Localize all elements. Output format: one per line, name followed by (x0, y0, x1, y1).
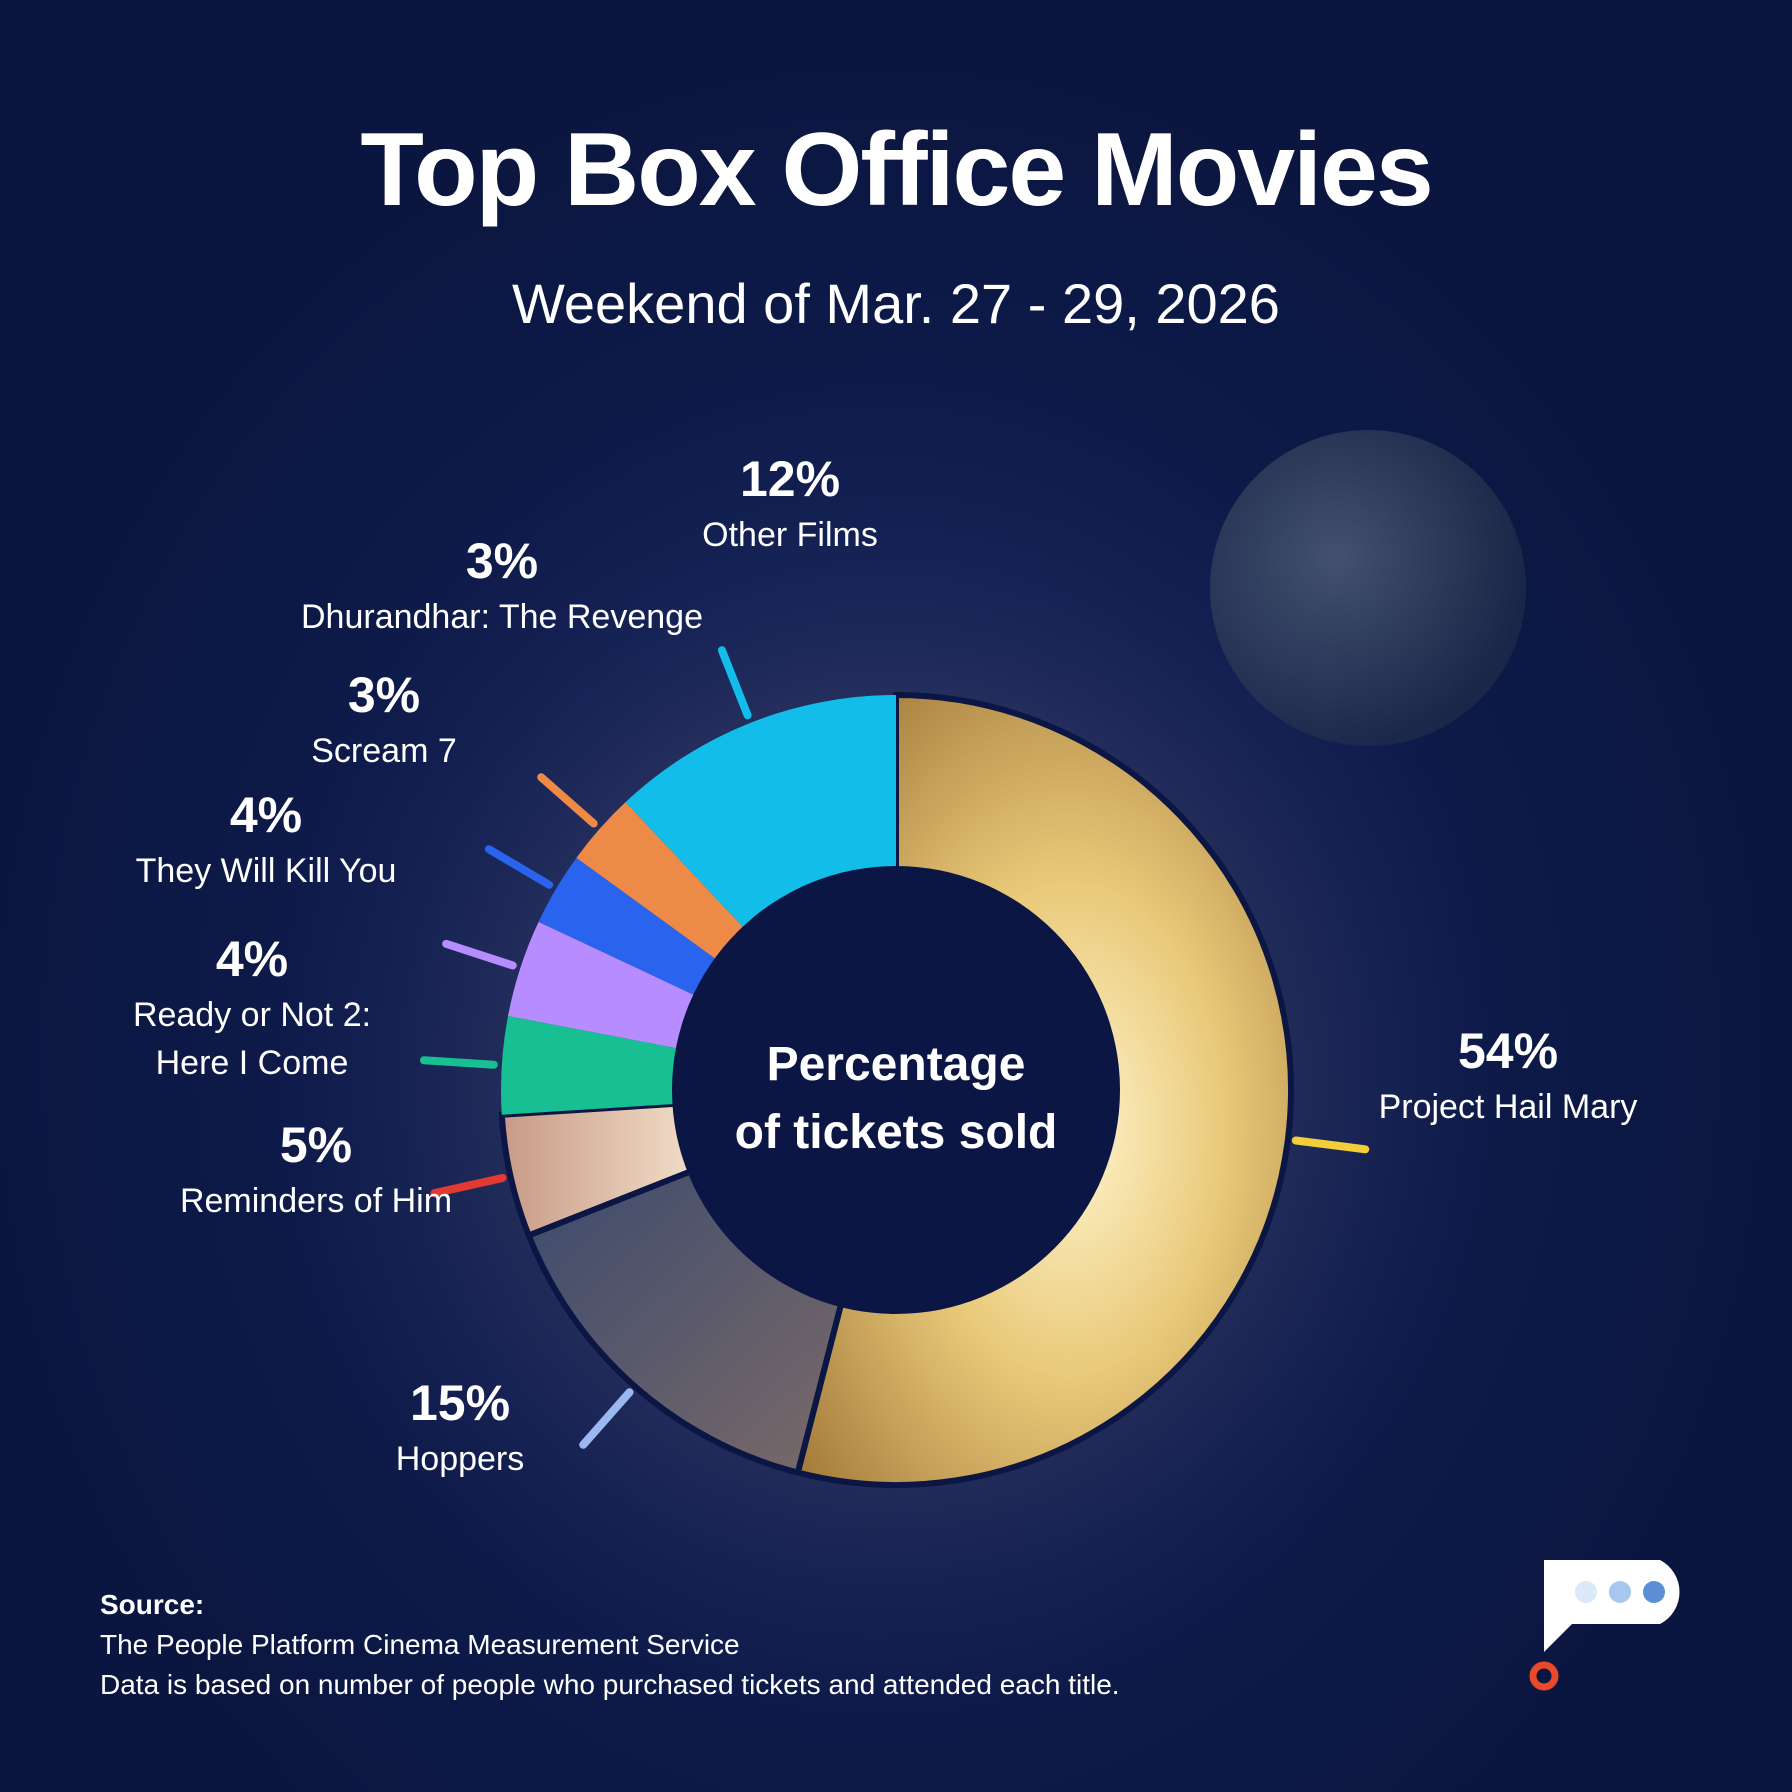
logo-bubble (1544, 1560, 1680, 1652)
donut-center (672, 866, 1120, 1314)
value-label-dhurandhar-the-revenge: 3% (466, 533, 538, 589)
logo-ring (1529, 1661, 1559, 1691)
slice-ready-or-not-2 (500, 1015, 680, 1115)
slice-other-films (625, 695, 896, 930)
leader-line-they-will-kill-you (442, 939, 517, 970)
slice-scream-7 (538, 857, 719, 997)
leader-line-reminders-of-him (430, 1173, 507, 1198)
speech-bubble-logo (1529, 1560, 1680, 1691)
category-label-they-will-kill-you: They Will Kill You (136, 852, 397, 890)
source-line-1: The People Platform Cinema Measurement S… (100, 1629, 740, 1660)
leader-line-scream-7 (484, 845, 554, 889)
value-label-hoppers: 15% (410, 1375, 510, 1431)
value-label-reminders-of-him: 5% (280, 1117, 352, 1173)
value-label-project-hail-mary: 54% (1458, 1023, 1558, 1079)
category-label-project-hail-mary: Project Hail Mary (1379, 1088, 1638, 1126)
logo-dot-3 (1643, 1581, 1665, 1603)
planet-illustration (1210, 430, 1526, 746)
leader-line-dhurandhar-the-revenge (537, 773, 598, 828)
category-label-line2-ready-or-not-2: Here I Come (156, 1044, 349, 1082)
chart-title: Top Box Office Movies (360, 112, 1433, 228)
category-label-hoppers: Hoppers (396, 1440, 525, 1478)
value-label-other-films: 12% (740, 451, 840, 507)
logo-dot-2 (1609, 1581, 1631, 1603)
leader-line-other-films (717, 646, 752, 720)
leader-line-hoppers (579, 1388, 634, 1449)
center-label-line1: Percentage (767, 1038, 1026, 1091)
logo-dot-1 (1575, 1581, 1597, 1603)
category-label-reminders-of-him: Reminders of Him (180, 1182, 452, 1220)
value-label-ready-or-not-2: 4% (216, 931, 288, 987)
leader-line-ready-or-not-2 (419, 1056, 498, 1069)
slice-they-will-kill-you (507, 921, 697, 1049)
category-label-scream-7: Scream 7 (311, 732, 457, 770)
category-label-other-films: Other Films (702, 516, 878, 554)
center-label-line2: of tickets sold (735, 1106, 1058, 1159)
source-note: Source: The People Platform Cinema Measu… (100, 1585, 1120, 1705)
leader-line-project-hail-mary (1291, 1136, 1370, 1154)
source-line-2: Data is based on number of people who pu… (100, 1669, 1120, 1700)
category-label-dhurandhar-the-revenge: Dhurandhar: The Revenge (301, 598, 703, 636)
value-label-they-will-kill-you: 4% (230, 787, 302, 843)
slice-dhurandhar-the-revenge (576, 802, 746, 961)
category-label-ready-or-not-2: Ready or Not 2: (133, 996, 371, 1034)
chart-subtitle: Weekend of Mar. 27 - 29, 2026 (512, 272, 1280, 335)
source-heading: Source: (100, 1589, 205, 1620)
value-label-scream-7: 3% (348, 667, 420, 723)
